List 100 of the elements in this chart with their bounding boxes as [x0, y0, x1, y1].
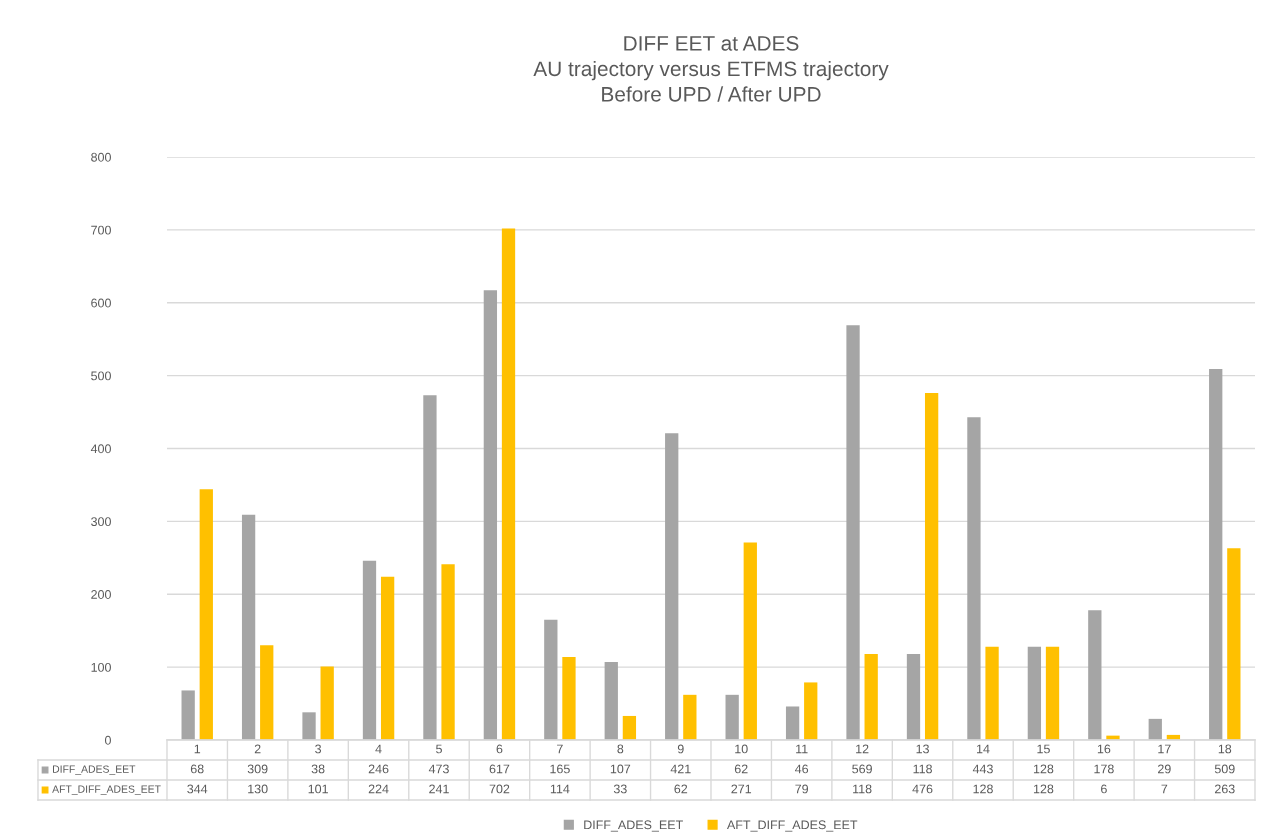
x-tick-label: 8: [617, 744, 624, 754]
data-label: 344: [187, 784, 208, 794]
x-tick-label: 15: [1037, 744, 1050, 754]
x-tick-label: 12: [856, 744, 869, 754]
y-tick-label: 300: [91, 517, 111, 527]
data-label: 128: [1033, 764, 1054, 774]
y-tick-label: 0: [104, 735, 111, 745]
text: AFT_DIFF_ADES_EET: [727, 820, 858, 832]
y-tick-label: 500: [91, 371, 111, 381]
bar: [562, 656, 576, 740]
data-label: 509: [1214, 764, 1235, 774]
data-label: 33: [613, 784, 627, 794]
y-tick-label: 400: [90, 444, 111, 454]
x-tick-label: 16: [1097, 744, 1111, 754]
data-label: 118: [853, 784, 872, 794]
data-label: 271: [731, 784, 752, 794]
bar: [302, 712, 316, 740]
data-label: 79: [795, 784, 809, 794]
bar: [906, 654, 921, 740]
bar: [864, 654, 878, 740]
y-tick-label: 800: [91, 152, 111, 162]
bar: [501, 228, 516, 740]
data-label: 62: [734, 764, 748, 774]
x-tick-label: 6: [496, 744, 503, 754]
x-tick-label: 1: [194, 744, 201, 754]
data-label: 101: [308, 784, 328, 794]
x-tick-label: 3: [315, 744, 322, 754]
bar: [260, 645, 274, 740]
bar: [1209, 369, 1223, 740]
x-tick-label: 7: [557, 744, 563, 754]
x-tick-label: 14: [977, 744, 990, 754]
bar: [320, 666, 334, 740]
bar: [544, 619, 558, 740]
data-label: 107: [610, 764, 631, 774]
data-label: 128: [1033, 784, 1054, 794]
bar: [967, 417, 981, 740]
y-tick-label: 700: [91, 225, 111, 235]
bar: [743, 542, 757, 740]
data-label: 569: [852, 764, 872, 774]
x-tick-label: 13: [916, 744, 929, 754]
bar: [1027, 646, 1042, 740]
bar: [846, 325, 860, 740]
x-tick-label: 11: [796, 744, 808, 754]
y-tick-label: 100: [91, 662, 111, 672]
bar: [683, 694, 697, 740]
bar: [1045, 646, 1060, 740]
data-label: 617: [489, 764, 510, 774]
bar: [1088, 610, 1102, 740]
x-tick-label: 17: [1158, 744, 1171, 754]
bar: [785, 706, 800, 740]
y-tick-label: 200: [91, 590, 111, 599]
bar: [441, 564, 455, 740]
data-label: 309: [247, 764, 268, 774]
bar: [181, 690, 195, 740]
bar: [804, 682, 818, 740]
data-label: 29: [1158, 764, 1171, 774]
x-tick-label: 2: [254, 744, 261, 754]
bar: [483, 290, 498, 740]
bar: [380, 576, 395, 740]
legend-label: DIFF_ADES_EET: [53, 765, 136, 775]
data-label: 224: [368, 784, 389, 794]
data-label: 702: [489, 784, 510, 794]
y-tick-label: 600: [91, 298, 111, 308]
data-label: 263: [1214, 784, 1235, 794]
x-tick-label: 4: [375, 744, 382, 754]
x-tick-label: 9: [677, 744, 684, 754]
data-label: 178: [1094, 764, 1114, 774]
bar: [423, 395, 437, 740]
data-label: 62: [674, 784, 688, 794]
bar: [1227, 548, 1241, 740]
data-label: 118: [913, 764, 932, 774]
bar: [725, 694, 739, 740]
x-tick-label: 5: [436, 744, 442, 754]
bar: [665, 433, 679, 740]
data-label: 130: [248, 784, 268, 794]
data-label: 6: [1101, 784, 1107, 794]
data-label: 165: [550, 764, 570, 774]
bar: [362, 560, 377, 740]
data-label: 421: [670, 764, 691, 774]
bar: [985, 646, 999, 740]
data-label: 38: [311, 764, 325, 774]
text: DIFF_ADES_EET: [584, 820, 683, 832]
data-label: 476: [912, 784, 933, 794]
data-label: 241: [429, 784, 449, 794]
bar: [199, 489, 213, 740]
data-label: 46: [795, 764, 809, 774]
x-tick-label: 18: [1218, 744, 1232, 754]
data-label: 473: [428, 764, 449, 774]
bar: [604, 662, 618, 740]
data-label: 7: [1161, 784, 1168, 794]
bar: [1148, 718, 1162, 740]
bar: [241, 514, 256, 740]
data-label: 443: [972, 764, 993, 774]
chart-title: DIFF EET at ADES AU trajectory versus ETFMS trajectory Before UPD / After UPD: [533, 35, 889, 102]
x-tick-label: 10: [735, 744, 748, 754]
data-label: 114: [550, 784, 570, 794]
data-label: 246: [368, 764, 389, 774]
legend-label: AFT_DIFF_ADES_EET: [52, 785, 161, 795]
data-label: 128: [973, 784, 993, 794]
bar: [622, 715, 637, 740]
